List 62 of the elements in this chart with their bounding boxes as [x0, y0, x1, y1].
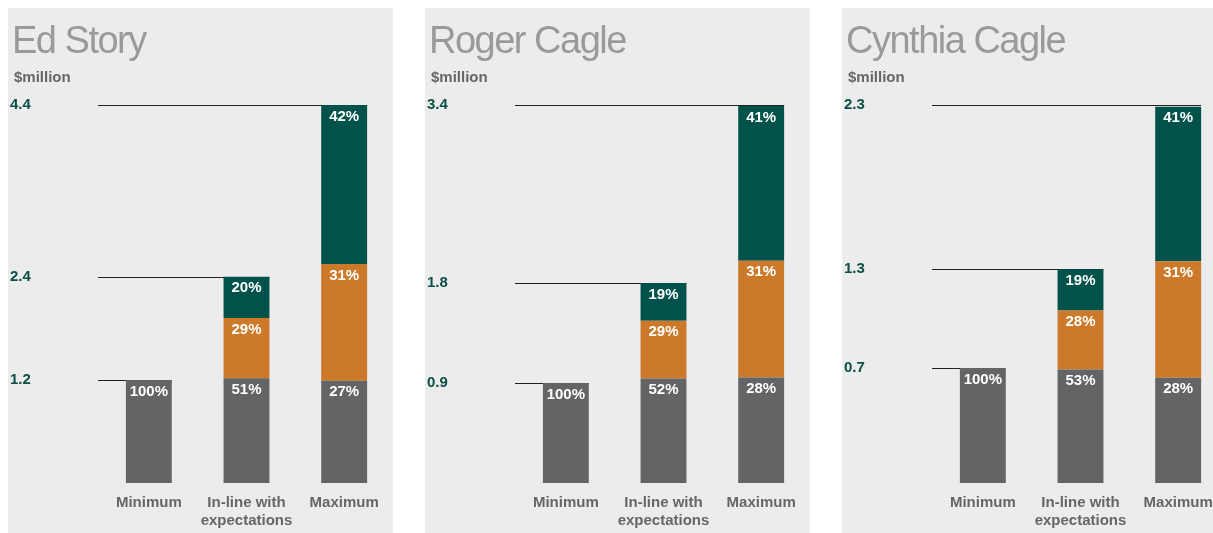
x-tick-label: Minimum [949, 493, 1016, 511]
chart-title: Roger Cagle [428, 18, 627, 62]
x-tick-label: In-line with expectations [200, 493, 293, 529]
x-tick-label: Minimum [115, 493, 182, 511]
bar [1155, 261, 1202, 378]
annotation: 51% [231, 379, 262, 397]
x-tick-label: In-line with expectations [617, 493, 710, 529]
bar [125, 379, 172, 483]
y-tick-label: 2.3 [844, 95, 865, 113]
bar [1057, 369, 1104, 483]
bar [223, 318, 270, 379]
bar [738, 377, 785, 483]
y-tick-label: 1.8 [427, 273, 448, 291]
annotation: 52% [648, 380, 679, 398]
annotation: 29% [648, 322, 679, 340]
bar [1155, 106, 1202, 262]
y-tick-label: 0.9 [427, 373, 448, 391]
annotation: 28% [746, 379, 777, 397]
annotation: 28% [1163, 379, 1194, 397]
y-tick-label: 1.3 [844, 259, 865, 277]
bar [1057, 310, 1104, 370]
chart-title: Ed Story [11, 18, 148, 62]
annotation: 41% [1163, 108, 1194, 126]
x-tick-label: In-line with expectations [1034, 493, 1127, 529]
x-tick-label: Minimum [532, 493, 599, 511]
y-axis-title: $million [13, 67, 72, 85]
annotation: 20% [231, 278, 262, 296]
annotation: 19% [648, 284, 679, 302]
annotation: 31% [1163, 262, 1194, 280]
annotation: 100% [546, 384, 586, 402]
annotation: 29% [231, 319, 262, 337]
annotation: 100% [963, 369, 1003, 387]
bar [1155, 377, 1202, 483]
x-tick-label: Maximum [726, 493, 796, 511]
annotation: 19% [1065, 270, 1096, 288]
chart-title: Cynthia Cagle [845, 18, 1067, 62]
x-tick-label: Maximum [1143, 493, 1213, 511]
annotation: 41% [746, 107, 777, 125]
bar [321, 380, 368, 483]
y-tick-label: 0.7 [844, 358, 865, 376]
x-tick-label: Maximum [309, 493, 379, 511]
y-tick-label: 1.2 [10, 370, 31, 388]
annotation: 42% [329, 106, 360, 124]
bar [738, 106, 785, 261]
y-tick-label: 3.4 [427, 95, 449, 113]
annotation: 53% [1065, 371, 1096, 389]
y-tick-label: 4.4 [10, 95, 32, 113]
bar [542, 382, 589, 483]
annotation: 27% [329, 382, 360, 400]
bar [959, 367, 1006, 483]
y-axis-title: $million [430, 67, 489, 85]
annotation: 100% [129, 381, 169, 399]
annotation: 31% [746, 262, 777, 280]
bar [640, 378, 687, 483]
y-tick-label: 2.4 [10, 266, 32, 284]
bar [321, 263, 368, 381]
annotation: 28% [1065, 312, 1096, 330]
annotation: 31% [329, 265, 360, 283]
bar [738, 260, 785, 378]
bar [223, 378, 270, 483]
bar [321, 105, 368, 264]
y-axis-title: $million [847, 67, 906, 85]
